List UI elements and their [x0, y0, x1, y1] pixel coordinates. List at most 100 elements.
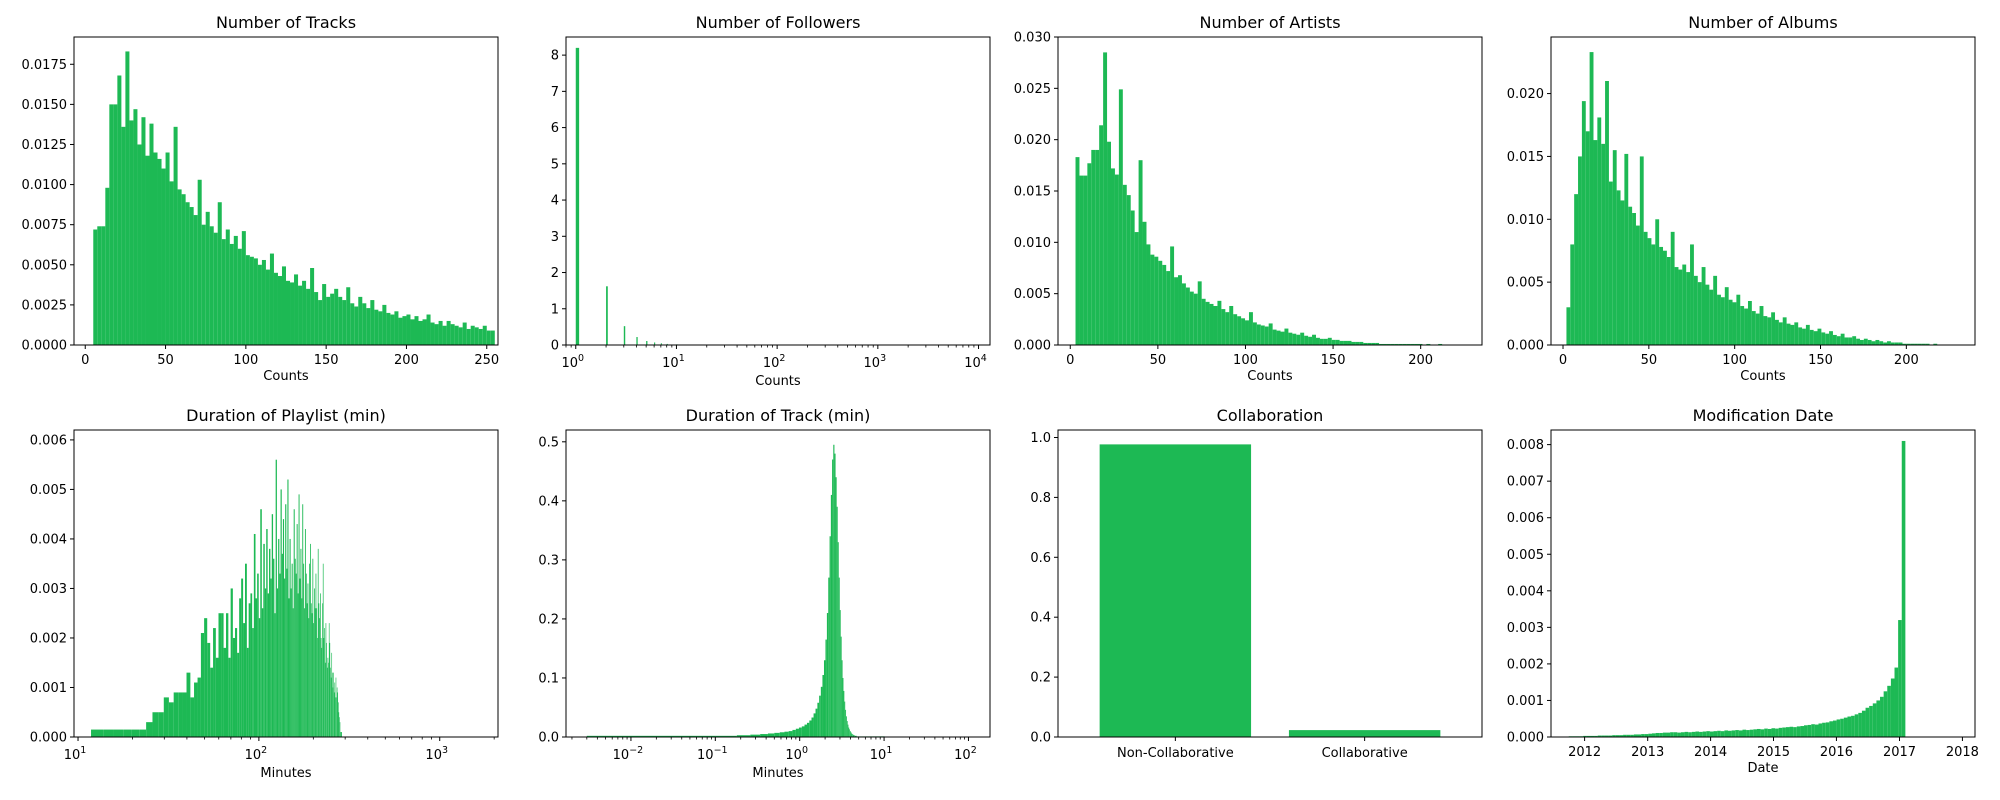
histogram-bar	[342, 300, 347, 345]
chart-title: Collaboration	[1217, 406, 1324, 425]
histogram-bar	[850, 732, 852, 737]
histogram-bar	[290, 588, 292, 737]
histogram-bar	[1822, 722, 1826, 737]
histogram-bar	[137, 144, 142, 345]
histogram-bar	[1756, 728, 1761, 737]
histogram-bar	[258, 618, 261, 737]
histogram-bar	[245, 563, 247, 737]
histogram-bar	[654, 342, 656, 345]
histogram-bar	[1807, 724, 1812, 737]
histogram-bar	[314, 608, 316, 737]
histogram-bar	[1701, 267, 1706, 345]
histogram-bar	[181, 194, 186, 345]
histogram-bar	[426, 314, 431, 345]
histogram-bar	[382, 304, 387, 345]
histogram-bar	[1836, 719, 1841, 737]
axes-frame	[1057, 429, 1483, 738]
histogram-bar	[1581, 101, 1586, 345]
x-tick-label: 2012	[1568, 745, 1601, 760]
histogram-bar	[263, 543, 265, 737]
histogram-bar	[237, 652, 240, 737]
histogram-bar	[1867, 339, 1872, 345]
histogram-bar	[1662, 732, 1667, 737]
histogram-bar	[265, 269, 270, 345]
histogram-bar	[1272, 329, 1277, 345]
histogram-bar	[1630, 734, 1634, 737]
histogram-bar	[311, 613, 313, 737]
histogram-bar	[103, 729, 114, 737]
histogram-bar	[285, 504, 287, 737]
histogram-bar	[1690, 244, 1694, 345]
histogram-bar	[1589, 52, 1594, 346]
bars	[1099, 444, 1441, 737]
y-tick-label: 0.0075	[22, 218, 68, 233]
histogram-bar	[161, 168, 166, 345]
histogram-bar	[1594, 735, 1598, 737]
histogram-bar	[1601, 735, 1605, 737]
histogram-bar	[300, 548, 302, 737]
histogram-bar	[575, 47, 580, 346]
histogram-bar	[337, 702, 339, 737]
histogram-bar	[338, 296, 343, 346]
histogram-bar	[1126, 195, 1131, 345]
histogram-bar	[1205, 301, 1210, 345]
y-tick-label: 0.4	[1030, 611, 1051, 626]
histogram-bar	[288, 598, 290, 737]
histogram-bar	[852, 734, 853, 737]
y-tick-label: 0.6	[1030, 551, 1051, 566]
histogram-bar	[221, 613, 224, 737]
x-tick-label: 50	[1150, 353, 1167, 368]
histogram-bar	[1887, 685, 1891, 737]
histogram-bar	[1103, 52, 1108, 346]
chart-panel-4: Number of Albums 0.000 0.005 0.010 0.015 0.02…	[1507, 13, 1976, 384]
histogram-bar	[438, 320, 443, 345]
histogram-bar	[1825, 333, 1830, 345]
histogram-bar	[1738, 730, 1743, 737]
y-tick-label: 0.0175	[22, 58, 68, 73]
histogram-bar	[279, 573, 281, 737]
histogram-bar	[274, 613, 276, 737]
histogram-bar	[1782, 317, 1787, 345]
histogram-bar	[784, 731, 789, 737]
histogram-bar	[152, 712, 159, 737]
histogram-bar	[1890, 342, 1895, 345]
histogram-bar	[1315, 337, 1320, 345]
histogram-bar	[1637, 734, 1642, 737]
chart-title: Number of Albums	[1688, 13, 1837, 32]
histogram-bar	[1821, 332, 1826, 345]
histogram-bar	[190, 697, 195, 737]
histogram-bar	[1095, 149, 1100, 345]
histogram-bar	[819, 695, 821, 737]
histogram-bar	[297, 593, 299, 737]
x-axis-label: Date	[1747, 761, 1778, 776]
histogram-bar	[1879, 341, 1884, 345]
histogram-bar	[282, 519, 285, 737]
histogram-bar	[410, 319, 415, 345]
histogram-bar	[329, 642, 331, 737]
histogram-bar	[328, 623, 330, 737]
histogram-bar	[204, 618, 208, 737]
y-tick-label: 0.000	[1014, 339, 1051, 354]
histogram-bar	[1858, 712, 1862, 737]
histogram-bar	[318, 300, 323, 345]
histogram-bar	[666, 343, 668, 345]
histogram-bar	[398, 317, 403, 345]
histogram-bar	[1706, 731, 1710, 737]
x-tick-label: 10−1	[697, 745, 728, 763]
histogram-bar	[1229, 305, 1234, 345]
histogram-bar	[606, 286, 608, 345]
histogram-bar	[1760, 729, 1765, 737]
y-tick-label: 0.005	[1507, 548, 1544, 563]
histogram-bar	[307, 583, 309, 737]
histogram-bar	[1130, 210, 1135, 345]
histogram-bar	[1134, 232, 1139, 345]
chart-panel-2: Number of Followers 0 1 2 3 4 5 6 7 8 100 101 102 103…	[551, 13, 991, 389]
histogram-bar	[1811, 724, 1815, 737]
histogram-bar	[1597, 117, 1602, 346]
histogram-bar	[314, 292, 319, 345]
x-tick-label: 102	[245, 745, 268, 763]
histogram-bar	[1122, 184, 1127, 345]
histogram-bar	[1237, 316, 1242, 345]
histogram-bar	[450, 324, 455, 345]
histogram-bar	[1813, 331, 1818, 345]
